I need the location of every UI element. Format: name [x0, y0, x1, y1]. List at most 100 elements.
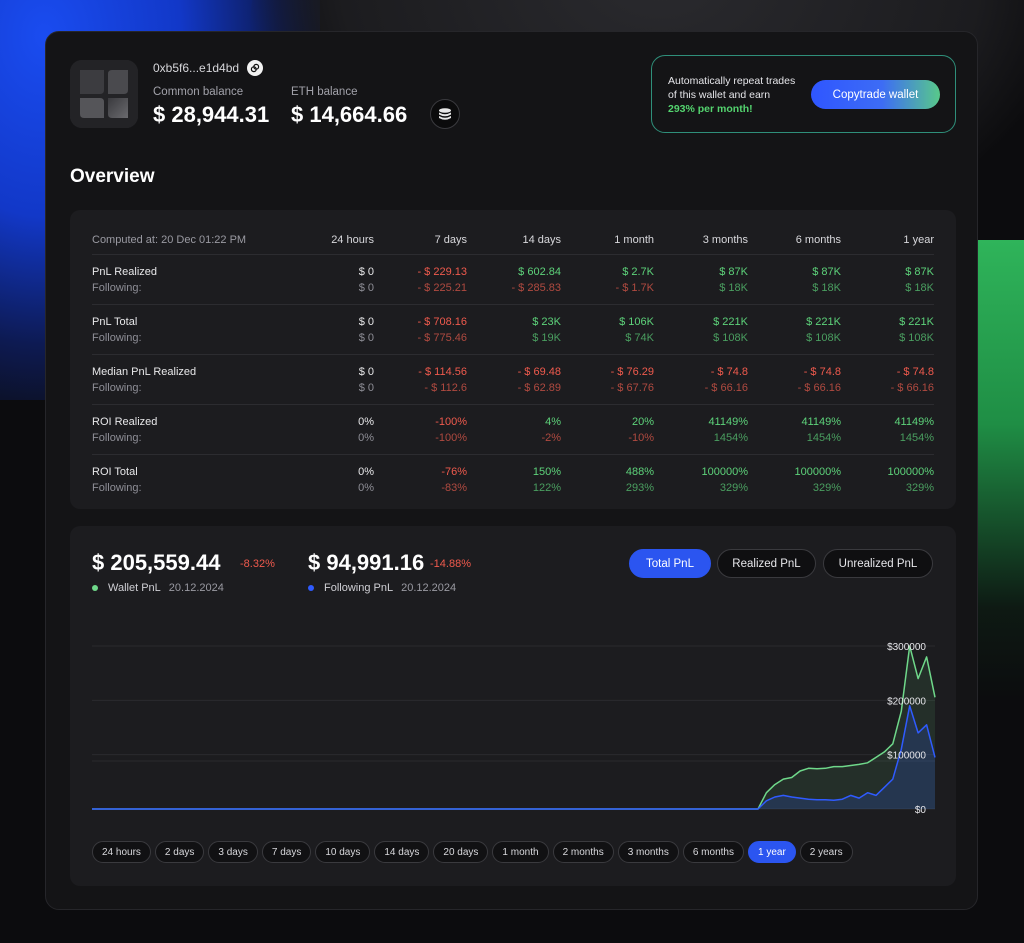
cell-value: 41149%: [708, 415, 748, 428]
wallet-pnl-change: -8.32%: [240, 558, 275, 570]
cell-following-value: $ 108K: [713, 331, 748, 344]
copytrade-wallet-button[interactable]: Copytrade wallet: [811, 80, 940, 109]
range-button-2-days[interactable]: 2 days: [154, 841, 205, 863]
cell-following-value: $ 0: [358, 331, 374, 344]
cell-value: 0%: [358, 465, 374, 478]
col-header-6-months: 6 months: [748, 227, 841, 255]
eth-balance-value: $ 14,664.66: [291, 102, 408, 127]
row-label: Median PnL Realized: [92, 365, 197, 378]
range-button-10-days[interactable]: 10 days: [315, 841, 371, 863]
cell-value: $ 0: [358, 265, 374, 278]
cell-following-value: -83%: [441, 481, 467, 494]
cell-value: $ 87K: [719, 265, 748, 278]
table-cell: 100000% 329%: [841, 454, 935, 504]
table-cell: $ 0 $ 0: [272, 304, 374, 355]
table-row: Median PnL Realized Following: $ 0 $ 0- $ 1…: [92, 354, 934, 405]
table-row: PnL Total Following: $ 0 $ 0- $ 708.16- $ 7…: [92, 304, 934, 355]
table-cell: 20% -10%: [561, 404, 654, 455]
table-cell: $ 106K $ 74K: [561, 304, 654, 355]
series-area-following: [92, 705, 935, 809]
following-legend-date: 20.12.2024: [401, 582, 457, 594]
row-label-cell: Median PnL Realized Following:: [92, 354, 272, 405]
promo-text: Automatically repeat trades of this wall…: [668, 74, 808, 116]
wallet-address: 0xb5f6...e1d4bd: [153, 61, 240, 75]
pnl-chart-card: $ 205,559.44 -8.32% Wallet PnL 20.12.202…: [70, 526, 956, 886]
row-label-cell: ROI Realized Following:: [92, 404, 272, 455]
tab-realized-pnl[interactable]: Realized PnL: [717, 549, 816, 578]
range-button-3-days[interactable]: 3 days: [208, 841, 258, 863]
range-button-24-hours[interactable]: 24 hours: [92, 841, 151, 863]
table-cell: $ 2.7K - $ 1.7K: [561, 254, 654, 305]
tab-total-pnl[interactable]: Total PnL: [629, 549, 711, 578]
time-range-selector: 24 hours 2 days 3 days 7 days 10 days 14 days…: [92, 841, 853, 863]
cell-value: - $ 69.48: [517, 365, 561, 378]
table-cell: 41149% 1454%: [654, 404, 748, 455]
cell-following-value: - $ 1.7K: [615, 281, 654, 294]
cell-following-value: - $ 62.89: [517, 381, 561, 394]
range-button-14-days[interactable]: 14 days: [374, 841, 430, 863]
series-area-wallet: [92, 646, 935, 809]
col-header-1-year: 1 year: [841, 227, 934, 255]
cell-value: 488%: [625, 465, 654, 478]
cell-following-value: -2%: [541, 431, 561, 444]
row-following-label: Following:: [92, 481, 142, 494]
table-cell: $ 221K $ 108K: [654, 304, 748, 355]
range-button-6-months[interactable]: 6 months: [682, 841, 744, 863]
table-cell: 488% 293%: [561, 454, 654, 504]
following-pnl-change: -14.88%: [430, 558, 471, 570]
range-button-20-days[interactable]: 20 days: [433, 841, 489, 863]
table-cell: 0% 0%: [272, 454, 374, 504]
table-cell: - $ 74.8 - $ 66.16: [748, 354, 841, 405]
cell-following-value: 293%: [625, 481, 654, 494]
following-pnl-legend: Following PnL 20.12.2024: [308, 582, 456, 594]
range-button-2-months[interactable]: 2 months: [552, 841, 614, 863]
cell-following-value: $ 74K: [625, 331, 654, 344]
following-legend-dot: [308, 585, 314, 591]
row-label: PnL Realized: [92, 265, 158, 278]
range-button-1-year[interactable]: 1 year: [747, 841, 796, 863]
cell-following-value: - $ 225.21: [417, 281, 467, 294]
cell-value: - $ 76.29: [610, 365, 654, 378]
col-header-14-days: 14 days: [467, 227, 561, 255]
cell-value: - $ 229.13: [417, 265, 467, 278]
coins-button[interactable]: [430, 99, 460, 129]
cell-value: $ 0: [358, 365, 374, 378]
y-tick-label: $0: [915, 805, 927, 816]
cell-value: 100000%: [887, 465, 935, 478]
cell-value: $ 221K: [806, 315, 841, 328]
table-row: PnL Realized Following: $ 0 $ 0- $ 229.13- …: [92, 254, 934, 305]
wallet-pnl-value: $ 205,559.44: [92, 550, 221, 575]
row-label-cell: ROI Total Following:: [92, 454, 272, 504]
col-header-1-month: 1 month: [561, 227, 654, 255]
cell-value: - $ 114.56: [418, 365, 467, 378]
common-balance-value: $ 28,944.31: [153, 102, 270, 127]
table-cell: 41149% 1454%: [748, 404, 841, 455]
pnl-line-chart: $0 $100000 $200000 $300000: [92, 642, 936, 816]
range-button-7-days[interactable]: 7 days: [261, 841, 312, 863]
table-cell: $ 0 $ 0: [272, 254, 374, 305]
table-cell: - $ 114.56 - $ 112.6: [374, 354, 467, 405]
table-cell: 0% 0%: [272, 404, 374, 455]
cell-following-value: 329%: [812, 481, 841, 494]
tab-unrealized-pnl[interactable]: Unrealized PnL: [823, 549, 933, 578]
table-cell: $ 0 $ 0: [272, 354, 374, 405]
row-following-label: Following:: [92, 281, 142, 294]
cell-value: 150%: [532, 465, 561, 478]
range-button-2-years[interactable]: 2 years: [799, 841, 853, 863]
cell-following-value: $ 18K: [905, 281, 934, 294]
computed-at: Computed at: 20 Dec 01:22 PM: [92, 227, 272, 255]
table-cell: 100000% 329%: [654, 454, 749, 504]
copy-address-button[interactable]: [247, 60, 264, 76]
cell-following-value: $ 108K: [899, 331, 934, 344]
link-icon: [250, 63, 260, 73]
cell-following-value: - $ 285.83: [511, 281, 561, 294]
range-button-3-months[interactable]: 3 months: [617, 841, 679, 863]
cell-value: $ 0: [358, 315, 374, 328]
table-cell: $ 23K $ 19K: [467, 304, 561, 355]
cell-following-value: $ 0: [358, 281, 374, 294]
range-button-1-month[interactable]: 1 month: [492, 841, 549, 863]
cell-following-value: 1454%: [806, 431, 841, 444]
cell-following-value: 0%: [358, 431, 374, 444]
overview-table-card: Computed at: 20 Dec 01:22 PM 24 hours 7 …: [70, 210, 956, 509]
cell-value: $ 2.7K: [622, 265, 654, 278]
